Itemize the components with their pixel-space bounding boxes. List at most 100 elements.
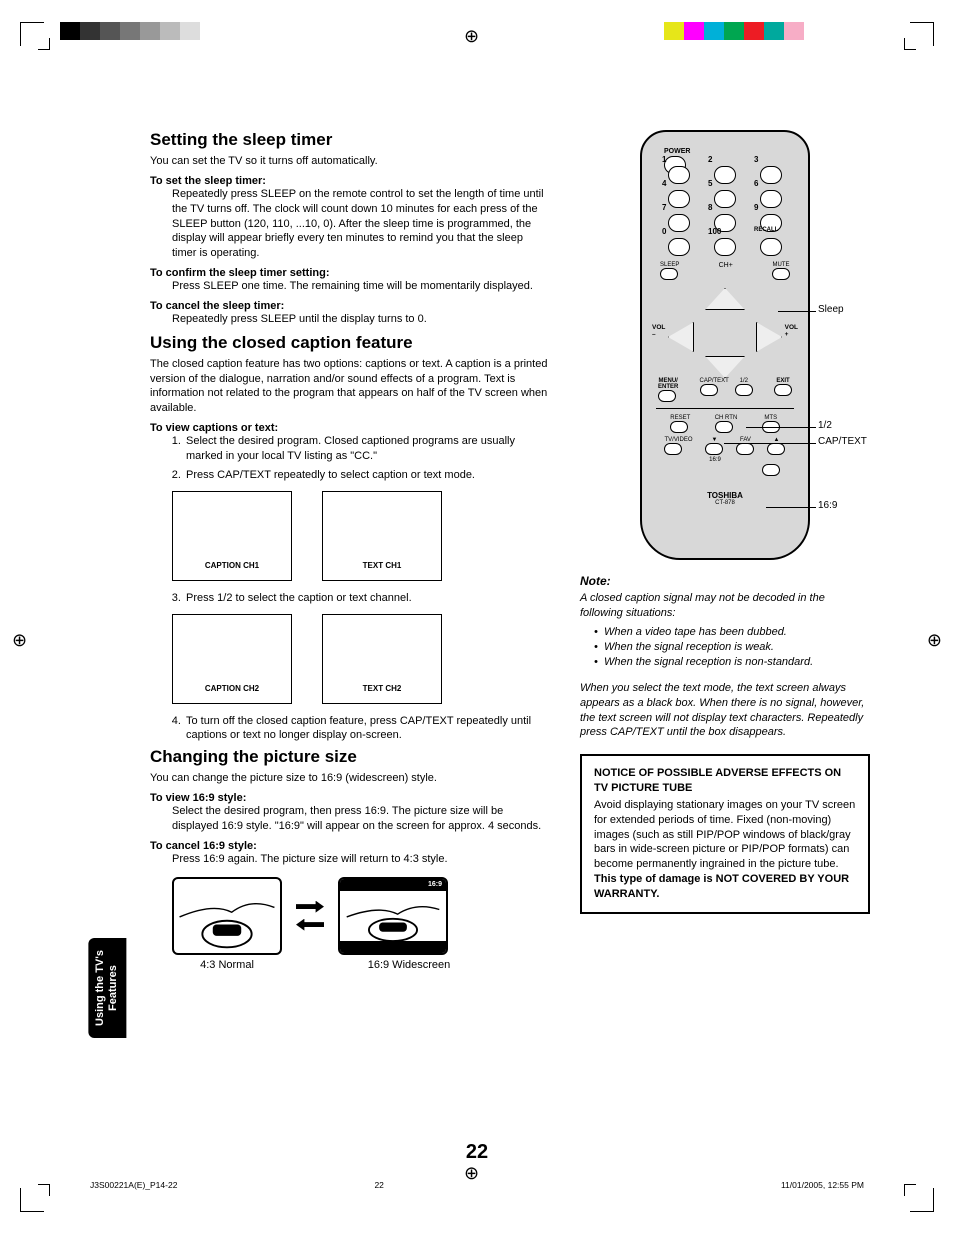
recall-label: RECALL: [754, 227, 778, 233]
color-swatch: [704, 22, 724, 40]
color-bars: [664, 22, 824, 40]
gray-swatch: [140, 22, 160, 40]
num-label: 0: [662, 227, 666, 236]
tab-line1: Using the TV's: [94, 950, 106, 1026]
callout-captext: CAP/TEXT: [818, 436, 867, 447]
chrtn-button: [715, 421, 733, 433]
brand-label: TOSHIBA: [650, 491, 800, 500]
pic-captions: 4:3 Normal 16:9 Widescreen: [172, 959, 550, 971]
notice-bold: This type of damage is NOT COVERED BY YO…: [594, 873, 849, 900]
num-button: [714, 166, 736, 184]
num-label: 5: [708, 179, 712, 188]
caption-43: 4:3 Normal: [172, 959, 282, 971]
num-label: 100: [708, 227, 721, 236]
crop-mark: [904, 1184, 916, 1196]
pic-43-normal: [172, 877, 282, 955]
intro-cc: The closed caption feature has two optio…: [150, 357, 550, 416]
color-swatch: [784, 22, 804, 40]
tvvideo-button: [664, 443, 682, 455]
num-button: [668, 238, 690, 256]
captext-label: CAP/TEXT: [700, 378, 729, 384]
tab-line2: Features: [107, 965, 119, 1011]
callout-ratio: 16:9: [818, 500, 837, 511]
ratio-btn-label: 16:9: [650, 457, 780, 463]
gray-swatch: [100, 22, 120, 40]
body-cancel-sleep: Repeatedly press SLEEP until the display…: [172, 312, 550, 327]
callout-sleep: Sleep: [818, 304, 844, 315]
sub-set-sleep: To set the sleep timer:: [150, 175, 550, 187]
picture-size-diagram: 16:9: [172, 877, 550, 955]
gray-swatch: [60, 22, 80, 40]
screen-caption-ch2: CAPTION CH2: [172, 614, 292, 704]
fav-button: [736, 443, 754, 455]
grayscale-bars: [60, 22, 220, 40]
num-cell: 0: [660, 238, 698, 256]
exit-button: [774, 384, 792, 396]
half-label: 1/2: [735, 378, 753, 384]
cc-steps-2: Press 1/2 to select the caption or text …: [184, 591, 550, 606]
num-button: [714, 190, 736, 208]
mute-button: [772, 268, 790, 280]
registration-mark: ⊕: [927, 630, 942, 651]
note-item-2: When the signal reception is weak.: [594, 640, 870, 655]
menu-label: MENU/ ENTER: [658, 378, 678, 390]
divider: [656, 408, 794, 409]
cc-step-2: Press CAP/TEXT repeatedly to select capt…: [184, 468, 550, 483]
number-pad: 1234567890100RECALL: [650, 166, 800, 256]
intro-sleep: You can set the TV so it turns off autom…: [150, 154, 550, 169]
screen-row-1: CAPTION CH1 TEXT CH1: [172, 491, 550, 581]
screen-caption-ch1: CAPTION CH1: [172, 491, 292, 581]
footer-left: J3S00221A(E)_P14-22: [90, 1180, 177, 1190]
page-content: Setting the sleep timer You can set the …: [150, 130, 884, 1124]
intro-picsize: You can change the picture size to 16:9 …: [150, 771, 550, 786]
section-tab: Using the TV's Features: [88, 938, 126, 1038]
note-item-3: When the signal reception is non-standar…: [594, 655, 870, 670]
body-set-sleep: Repeatedly press SLEEP on the remote con…: [172, 187, 550, 261]
footer-mid: 22: [374, 1180, 383, 1190]
half-button: [735, 384, 753, 396]
tvvideo-label: TV/VIDEO: [664, 437, 692, 443]
heading-picture-size: Changing the picture size: [150, 747, 550, 767]
favdown-label: ▼: [705, 437, 723, 443]
num-button: [760, 166, 782, 184]
screen-text-ch2: TEXT CH2: [322, 614, 442, 704]
num-label: 9: [754, 203, 758, 212]
crop-mark: [38, 38, 50, 50]
sleep-button: [660, 268, 678, 280]
notice-box: NOTICE OF POSSIBLE ADVERSE EFFECTS ON TV…: [580, 754, 870, 914]
color-swatch: [684, 22, 704, 40]
favup-button: [767, 443, 785, 455]
num-cell: 100: [706, 238, 744, 256]
sub-view-cc: To view captions or text:: [150, 422, 550, 434]
num-button: [668, 166, 690, 184]
menu-button: [658, 390, 676, 402]
captext-button: [700, 384, 718, 396]
num-label: 7: [662, 203, 666, 212]
note-heading: Note:: [580, 574, 870, 588]
cc-step-1: Select the desired program. Closed capti…: [184, 434, 550, 464]
dpad-up: [705, 288, 745, 310]
registration-mark: ⊕: [12, 630, 27, 651]
color-swatch: [664, 22, 684, 40]
body-view-169: Select the desired program, then press 1…: [172, 804, 550, 834]
sub-cancel-sleep: To cancel the sleep timer:: [150, 300, 550, 312]
cc-steps: Select the desired program. Closed capti…: [184, 434, 550, 483]
crop-mark: [904, 38, 916, 50]
notice-body: Avoid displaying stationary images on yo…: [594, 798, 856, 902]
cc-steps-3: To turn off the closed caption feature, …: [184, 714, 550, 744]
heading-closed-caption: Using the closed caption feature: [150, 333, 550, 353]
page-number: 22: [0, 1141, 954, 1164]
gray-swatch: [160, 22, 180, 40]
gray-swatch: [80, 22, 100, 40]
pic-169-widescreen: 16:9: [338, 877, 448, 955]
ratio-button: [762, 464, 780, 476]
sleep-label: SLEEP: [660, 262, 679, 268]
dpad-left: [668, 322, 694, 352]
dpad-right: [756, 322, 782, 352]
notice-heading: NOTICE OF POSSIBLE ADVERSE EFFECTS ON TV…: [594, 766, 856, 796]
num-label: 8: [708, 203, 712, 212]
gray-swatch: [200, 22, 220, 40]
num-label: 3: [754, 155, 758, 164]
color-swatch: [744, 22, 764, 40]
mts-label: MTS: [762, 415, 780, 421]
